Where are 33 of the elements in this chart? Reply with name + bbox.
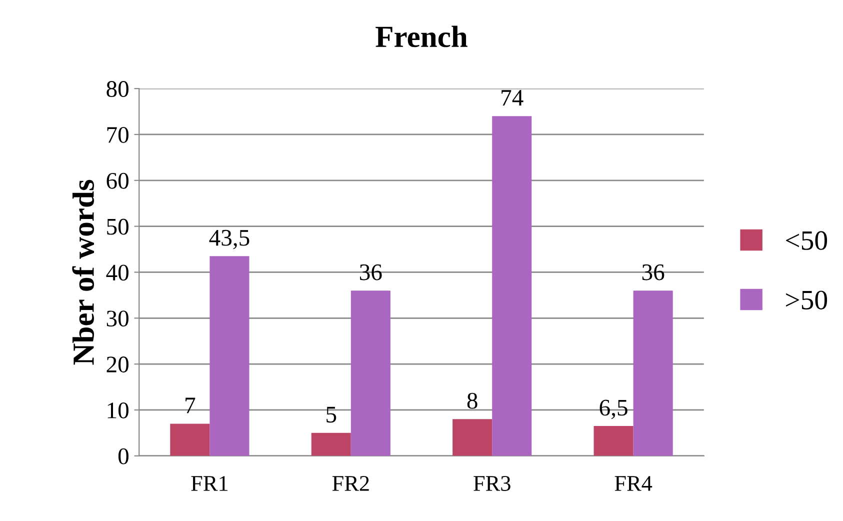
y-tick-label: 60 [106, 172, 128, 189]
x-tick-label: FR2 [332, 476, 369, 491]
data-label: 6,5 [600, 400, 628, 420]
y-tick-label: 30 [106, 310, 128, 327]
y-tick-label: 40 [106, 264, 128, 281]
bar [350, 290, 390, 456]
data-label: 36 [360, 264, 382, 280]
y-tick-label: 80 [106, 81, 128, 97]
y-tick-label: 20 [106, 356, 128, 372]
x-tick-label: FR1 [191, 476, 228, 491]
data-label: 43,5 [209, 230, 250, 250]
bar [170, 424, 210, 456]
data-label: 36 [642, 264, 664, 280]
legend-label: >50 [786, 290, 828, 310]
bar [633, 290, 673, 456]
y-tick-label: 70 [107, 126, 128, 143]
bar [210, 256, 250, 456]
x-tick-label: FR3 [474, 476, 510, 491]
x-tick-label: FR4 [614, 476, 652, 491]
y-tick-label: 50 [107, 218, 128, 235]
bar [492, 116, 532, 456]
bar [594, 426, 634, 456]
y-tick-label: 10 [108, 402, 128, 418]
bar [452, 419, 492, 456]
bar [311, 432, 351, 456]
data-label: 7 [186, 398, 196, 414]
data-label: 5 [326, 406, 336, 423]
y-tick-label: 0 [118, 448, 128, 464]
data-label: 8 [467, 392, 478, 409]
legend-label: <50 [786, 231, 828, 250]
data-label: 74 [502, 90, 524, 106]
y-axis-title: Nber of words [72, 180, 94, 365]
chart-title: French [376, 26, 468, 48]
